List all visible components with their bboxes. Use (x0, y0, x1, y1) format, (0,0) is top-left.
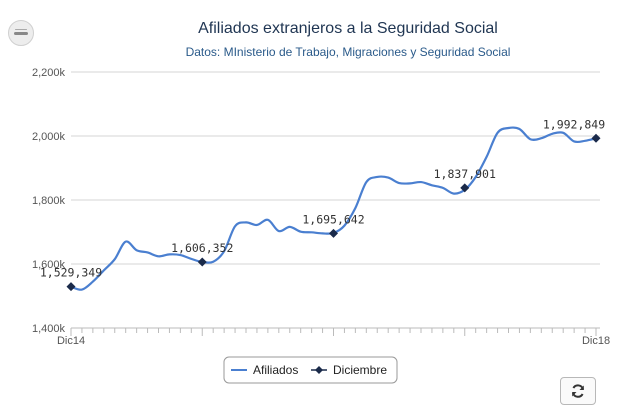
x-tick-label-end: Dic18 (582, 335, 610, 347)
legend-label-afiliados: Afiliados (253, 363, 298, 377)
chart-subtitle: Datos: MInisterio de Trabajo, Migracione… (186, 45, 511, 59)
data-point-diciembre[interactable] (66, 282, 76, 292)
legend-item-diciembre[interactable]: Diciembre (311, 363, 387, 377)
reset-zoom-button[interactable] (560, 377, 596, 405)
x-tick-label-start: Dic14 (57, 335, 85, 347)
y-tick-label: 1,400k (32, 323, 66, 335)
y-tick-label: 2,000k (32, 131, 66, 143)
y-tick-label: 2,200k (32, 67, 66, 79)
y-tick-label: 1,600k (32, 259, 66, 271)
y-axis-ticks: 1,400k 1,600k 1,800k 2,000k 2,200k (32, 67, 66, 335)
legend-marker-diciembre (315, 366, 323, 374)
series-layer (70, 126, 597, 291)
legend[interactable]: Afiliados Diciembre (223, 356, 398, 384)
x-axis: Dic14 Dic18 (57, 327, 610, 347)
series-line-afiliados (70, 126, 597, 291)
logo-icon (8, 20, 34, 46)
data-point-diciembre[interactable] (460, 183, 470, 193)
legend-item-afiliados[interactable]: Afiliados (231, 363, 298, 377)
legend-label-diciembre: Diciembre (333, 363, 387, 377)
data-point-diciembre[interactable] (591, 133, 601, 143)
y-tick-label: 1,800k (32, 195, 66, 207)
refresh-icon (572, 384, 584, 398)
data-label: 1,992,849 (543, 117, 605, 131)
data-label: 1,695,642 (302, 212, 364, 226)
data-label: 1,837,901 (434, 167, 496, 181)
data-point-diciembre[interactable] (197, 257, 207, 267)
december-markers: 1,529,349 1,606,352 1,695,642 1,837,901 1,99… (40, 117, 605, 292)
data-label: 1,529,349 (40, 266, 102, 280)
chart-title: Afiliados extranjeros a la Seguridad Soc… (198, 20, 498, 37)
data-point-diciembre[interactable] (329, 228, 338, 238)
data-label: 1,606,352 (171, 241, 233, 255)
legend-box (223, 356, 398, 384)
gridlines (71, 71, 600, 329)
